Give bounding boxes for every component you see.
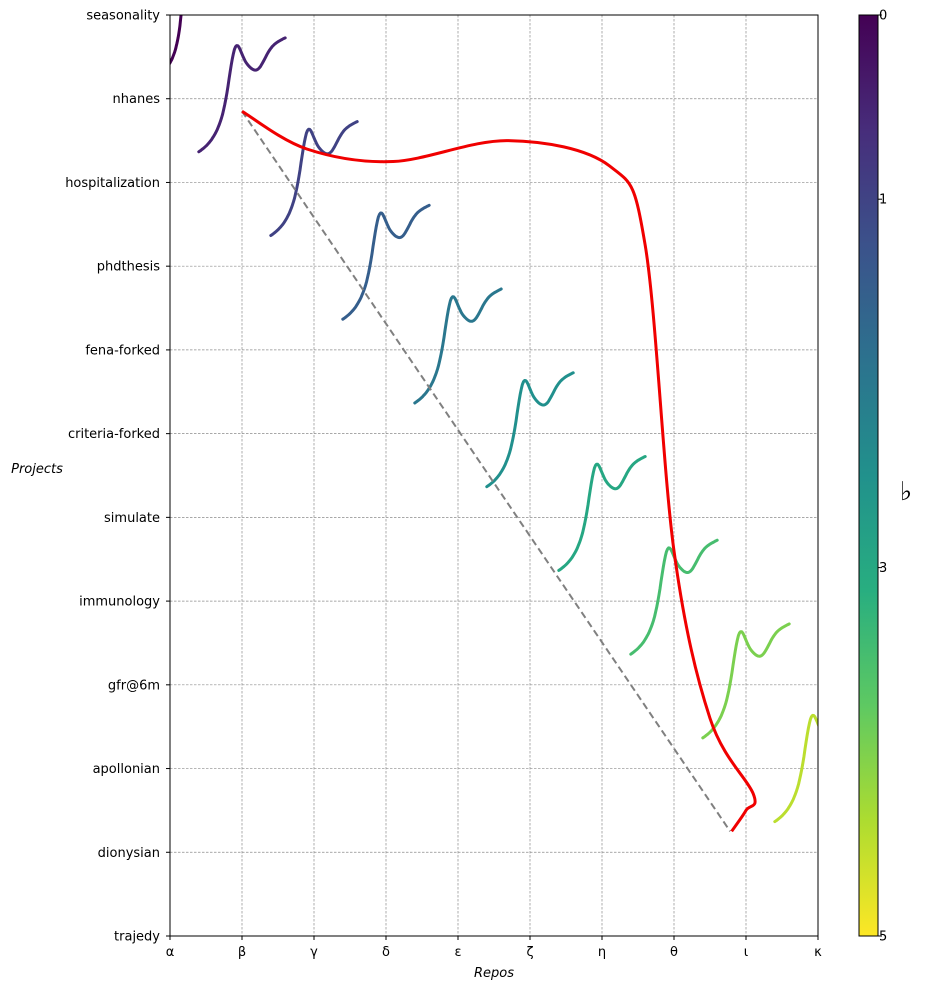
x-tick-label: η [598,945,606,960]
y-tick-label: trajedy [114,930,160,945]
y-tick-label: gfr@6m [108,678,160,693]
x-axis-title: Repos [474,966,514,981]
y-tick-label: immunology [79,595,160,610]
y-tick-label: dionysian [98,846,160,861]
y-tick-label: fena-forked [85,343,160,358]
x-tick-label: ζ [526,945,533,960]
y-tick-label: seasonality [86,9,160,24]
y-axis-title: Projects [11,462,63,477]
y-tick-label: phdthesis [97,260,160,275]
x-tick-label: α [166,945,175,960]
overlay-lines [241,110,757,833]
x-tick-label: ε [454,945,461,960]
y-tick-label: simulate [104,511,160,526]
gridlines [169,14,819,937]
wave-curve [197,36,287,154]
x-tick-label: β [238,945,246,960]
wave-curve [341,203,431,321]
colorbar-tick-label: 3 [879,561,887,576]
x-tick-label: γ [310,945,318,960]
wave-series [170,15,818,824]
wave-curve [701,622,791,740]
y-tick-label: apollonian [93,762,160,777]
y-axis-ticks: seasonality nhanes hospitalization phdthesi… [65,9,170,945]
x-tick-label: δ [382,945,390,960]
wave-curve [170,15,183,66]
red-curve [241,110,757,833]
colorbar-title: ♭ [900,477,912,507]
x-axis-ticks: α β γ δ ε ζ η θ ι κ [166,936,822,960]
wave-curve [485,371,575,489]
dashed-trend-line [241,110,731,832]
colorbar-ticks: 0 1 3 5 [878,9,887,945]
x-tick-label: ι [744,945,748,960]
colorbar: 0 1 3 5 ♭ [858,9,912,945]
colorbar-tick-label: 0 [879,9,887,24]
wave-curve [557,455,647,572]
plot-frame [169,14,819,937]
wave-curve [269,120,359,237]
x-tick-label: θ [670,945,678,960]
wave-curve [773,713,818,824]
colorbar-tick-label: 5 [879,930,887,945]
y-tick-label: criteria-forked [68,427,160,442]
colorbar-gradient [858,14,879,937]
x-tick-label: κ [814,945,822,960]
y-tick-label: nhanes [113,92,161,107]
colorbar-tick-label: 1 [879,193,887,208]
y-tick-label: hospitalization [65,176,160,191]
